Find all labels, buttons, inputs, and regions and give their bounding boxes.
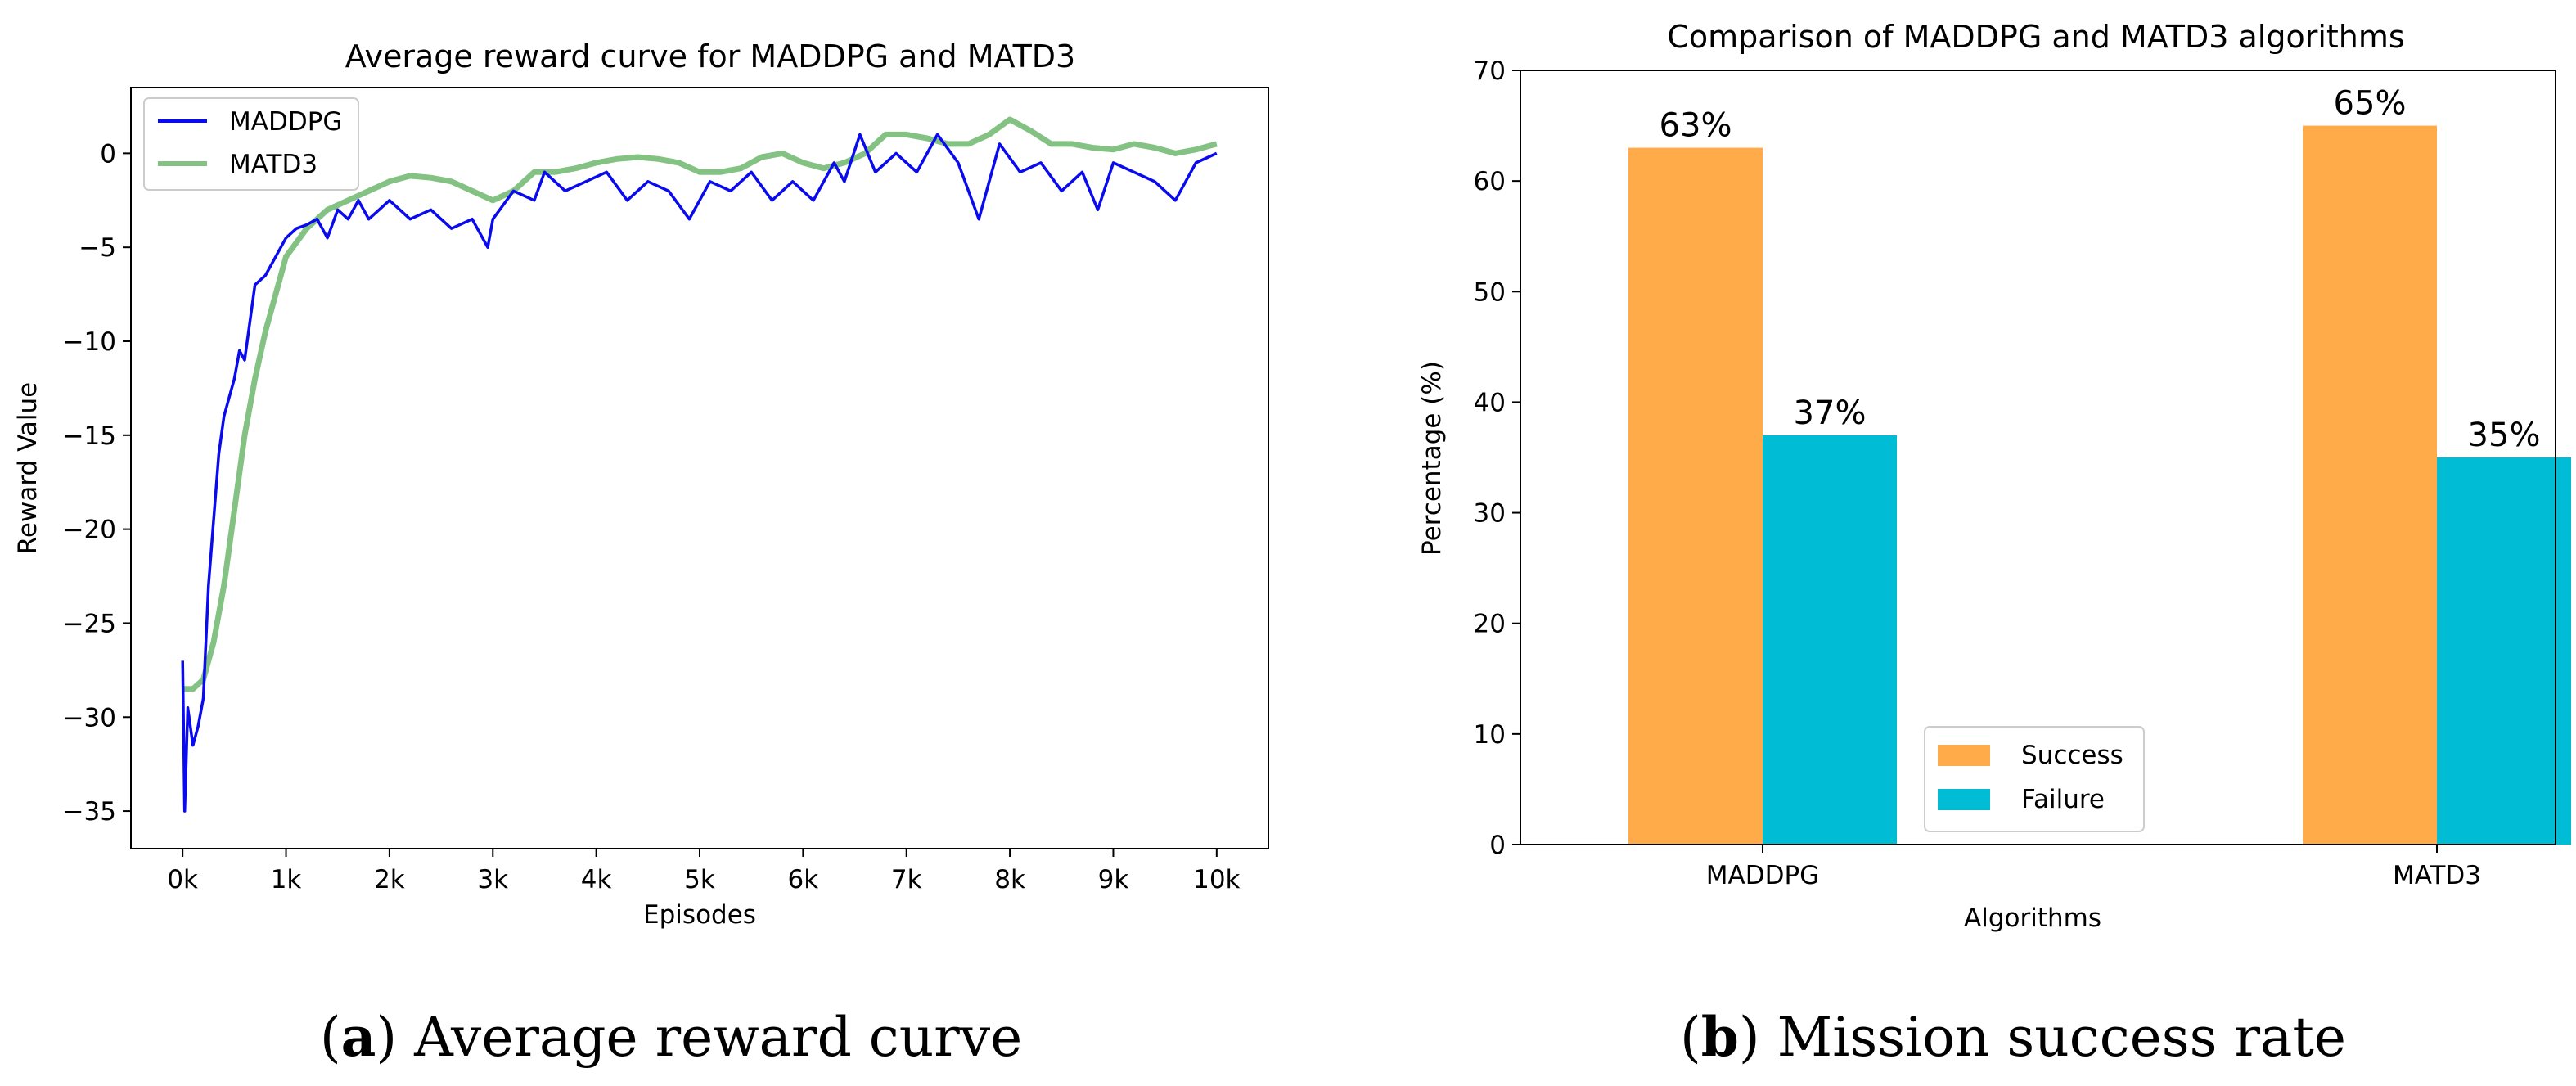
x-tick-label: MATD3 bbox=[2393, 861, 2481, 890]
reward-legend: MADDPG MATD3 bbox=[143, 97, 359, 191]
success-legend: Success Failure bbox=[1924, 726, 2145, 832]
bar-value-label: 35% bbox=[2468, 417, 2541, 454]
x-tick-label: 2k bbox=[374, 865, 405, 894]
legend-label-maddpg: MADDPG bbox=[229, 107, 342, 137]
y-tick-label: −30 bbox=[63, 703, 116, 732]
y-tick-label: −35 bbox=[63, 797, 116, 827]
x-tick-label: 10k bbox=[1193, 865, 1240, 894]
bar-failure-matd3 bbox=[2437, 457, 2571, 845]
legend-label-success: Success bbox=[2021, 741, 2123, 770]
x-tick-label: 7k bbox=[891, 865, 922, 894]
success-bars bbox=[1628, 125, 2571, 845]
y-tick-label: −10 bbox=[63, 327, 116, 357]
legend-swatch-success bbox=[1938, 745, 1990, 766]
y-tick-label: 40 bbox=[1474, 388, 1506, 417]
reward-plot-area: 0k 1k 2k 3k 4k 5k 6k 7k 8k 9k 10k −35−30−25−20−15−… bbox=[63, 87, 1269, 894]
success-plot-frame bbox=[1520, 70, 2556, 845]
y-tick-label: 10 bbox=[1474, 720, 1506, 750]
reward-series-lines bbox=[181, 116, 1218, 813]
x-tick-label: 8k bbox=[994, 865, 1025, 894]
y-tick-label: 20 bbox=[1474, 610, 1506, 639]
y-tick-label: −5 bbox=[79, 233, 116, 263]
caption-b-text: (b) Mission success rate bbox=[1680, 1005, 2346, 1069]
caption-a: (a) Average reward curve bbox=[320, 1005, 1022, 1069]
caption-b: (b) Mission success rate bbox=[1680, 1005, 2346, 1069]
y-tick-label: −15 bbox=[63, 421, 116, 451]
x-tick-label: 0k bbox=[167, 865, 198, 894]
success-y-ticks: 0 10 20 30 40 50 60 70 bbox=[1474, 56, 1520, 860]
bar-success-maddpg bbox=[1628, 147, 1763, 845]
reward-chart: Average reward curve for MADDPG and MATD… bbox=[13, 38, 1269, 930]
reward-chart-title: Average reward curve for MADDPG and MATD… bbox=[345, 38, 1075, 74]
legend-label-matd3: MATD3 bbox=[229, 150, 317, 179]
line-matd3 bbox=[182, 116, 1218, 692]
success-plot-area: 63% 37% 65% 35% MADDPG MATD3 0 10 20 30 40 50 60 70 bbox=[1474, 56, 2571, 890]
reward-x-axis-label: Episodes bbox=[643, 900, 756, 930]
y-tick-label: −20 bbox=[63, 516, 116, 545]
line-maddpg bbox=[181, 133, 1218, 813]
y-tick-label: 70 bbox=[1474, 56, 1506, 86]
x-tick-label: 5k bbox=[684, 865, 715, 894]
y-tick-label: 0 bbox=[1489, 831, 1506, 860]
y-tick-label: 50 bbox=[1474, 277, 1506, 307]
success-chart-title: Comparison of MADDPG and MATD3 algorithm… bbox=[1667, 19, 2404, 55]
x-tick-label: 1k bbox=[271, 865, 302, 894]
x-tick-label: 6k bbox=[788, 865, 819, 894]
legend-label-failure: Failure bbox=[2021, 785, 2105, 814]
success-bar-labels: 63% 37% 65% 35% bbox=[1660, 85, 2541, 454]
bar-value-label: 65% bbox=[2334, 85, 2407, 123]
success-chart: Comparison of MADDPG and MATD3 algorithm… bbox=[1417, 19, 2571, 933]
y-tick-label: 0 bbox=[100, 139, 116, 169]
caption-a-text: (a) Average reward curve bbox=[320, 1005, 1022, 1069]
x-tick-label: 3k bbox=[477, 865, 508, 894]
legend-swatch-failure bbox=[1938, 789, 1990, 810]
bar-value-label: 37% bbox=[1794, 394, 1867, 432]
reward-x-ticks: 0k 1k 2k 3k 4k 5k 6k 7k 8k 9k 10k bbox=[167, 849, 1241, 894]
bar-failure-maddpg bbox=[1763, 435, 1897, 845]
y-tick-label: 30 bbox=[1474, 499, 1506, 529]
bar-success-matd3 bbox=[2303, 125, 2437, 845]
x-tick-label: 9k bbox=[1098, 865, 1129, 894]
success-y-axis-label: Percentage (%) bbox=[1417, 361, 1447, 556]
success-x-ticks: MADDPG MATD3 bbox=[1706, 845, 2481, 890]
y-tick-label: −25 bbox=[63, 609, 116, 638]
y-tick-label: 60 bbox=[1474, 167, 1506, 196]
bar-value-label: 63% bbox=[1660, 107, 1732, 145]
x-tick-label: MADDPG bbox=[1706, 861, 1819, 890]
reward-y-axis-label: Reward Value bbox=[13, 382, 43, 554]
x-tick-label: 4k bbox=[581, 865, 612, 894]
success-x-axis-label: Algorithms bbox=[1964, 903, 2101, 933]
reward-y-ticks: −35 −30 −25 −20 −15 −10 −5 0 bbox=[63, 139, 131, 827]
